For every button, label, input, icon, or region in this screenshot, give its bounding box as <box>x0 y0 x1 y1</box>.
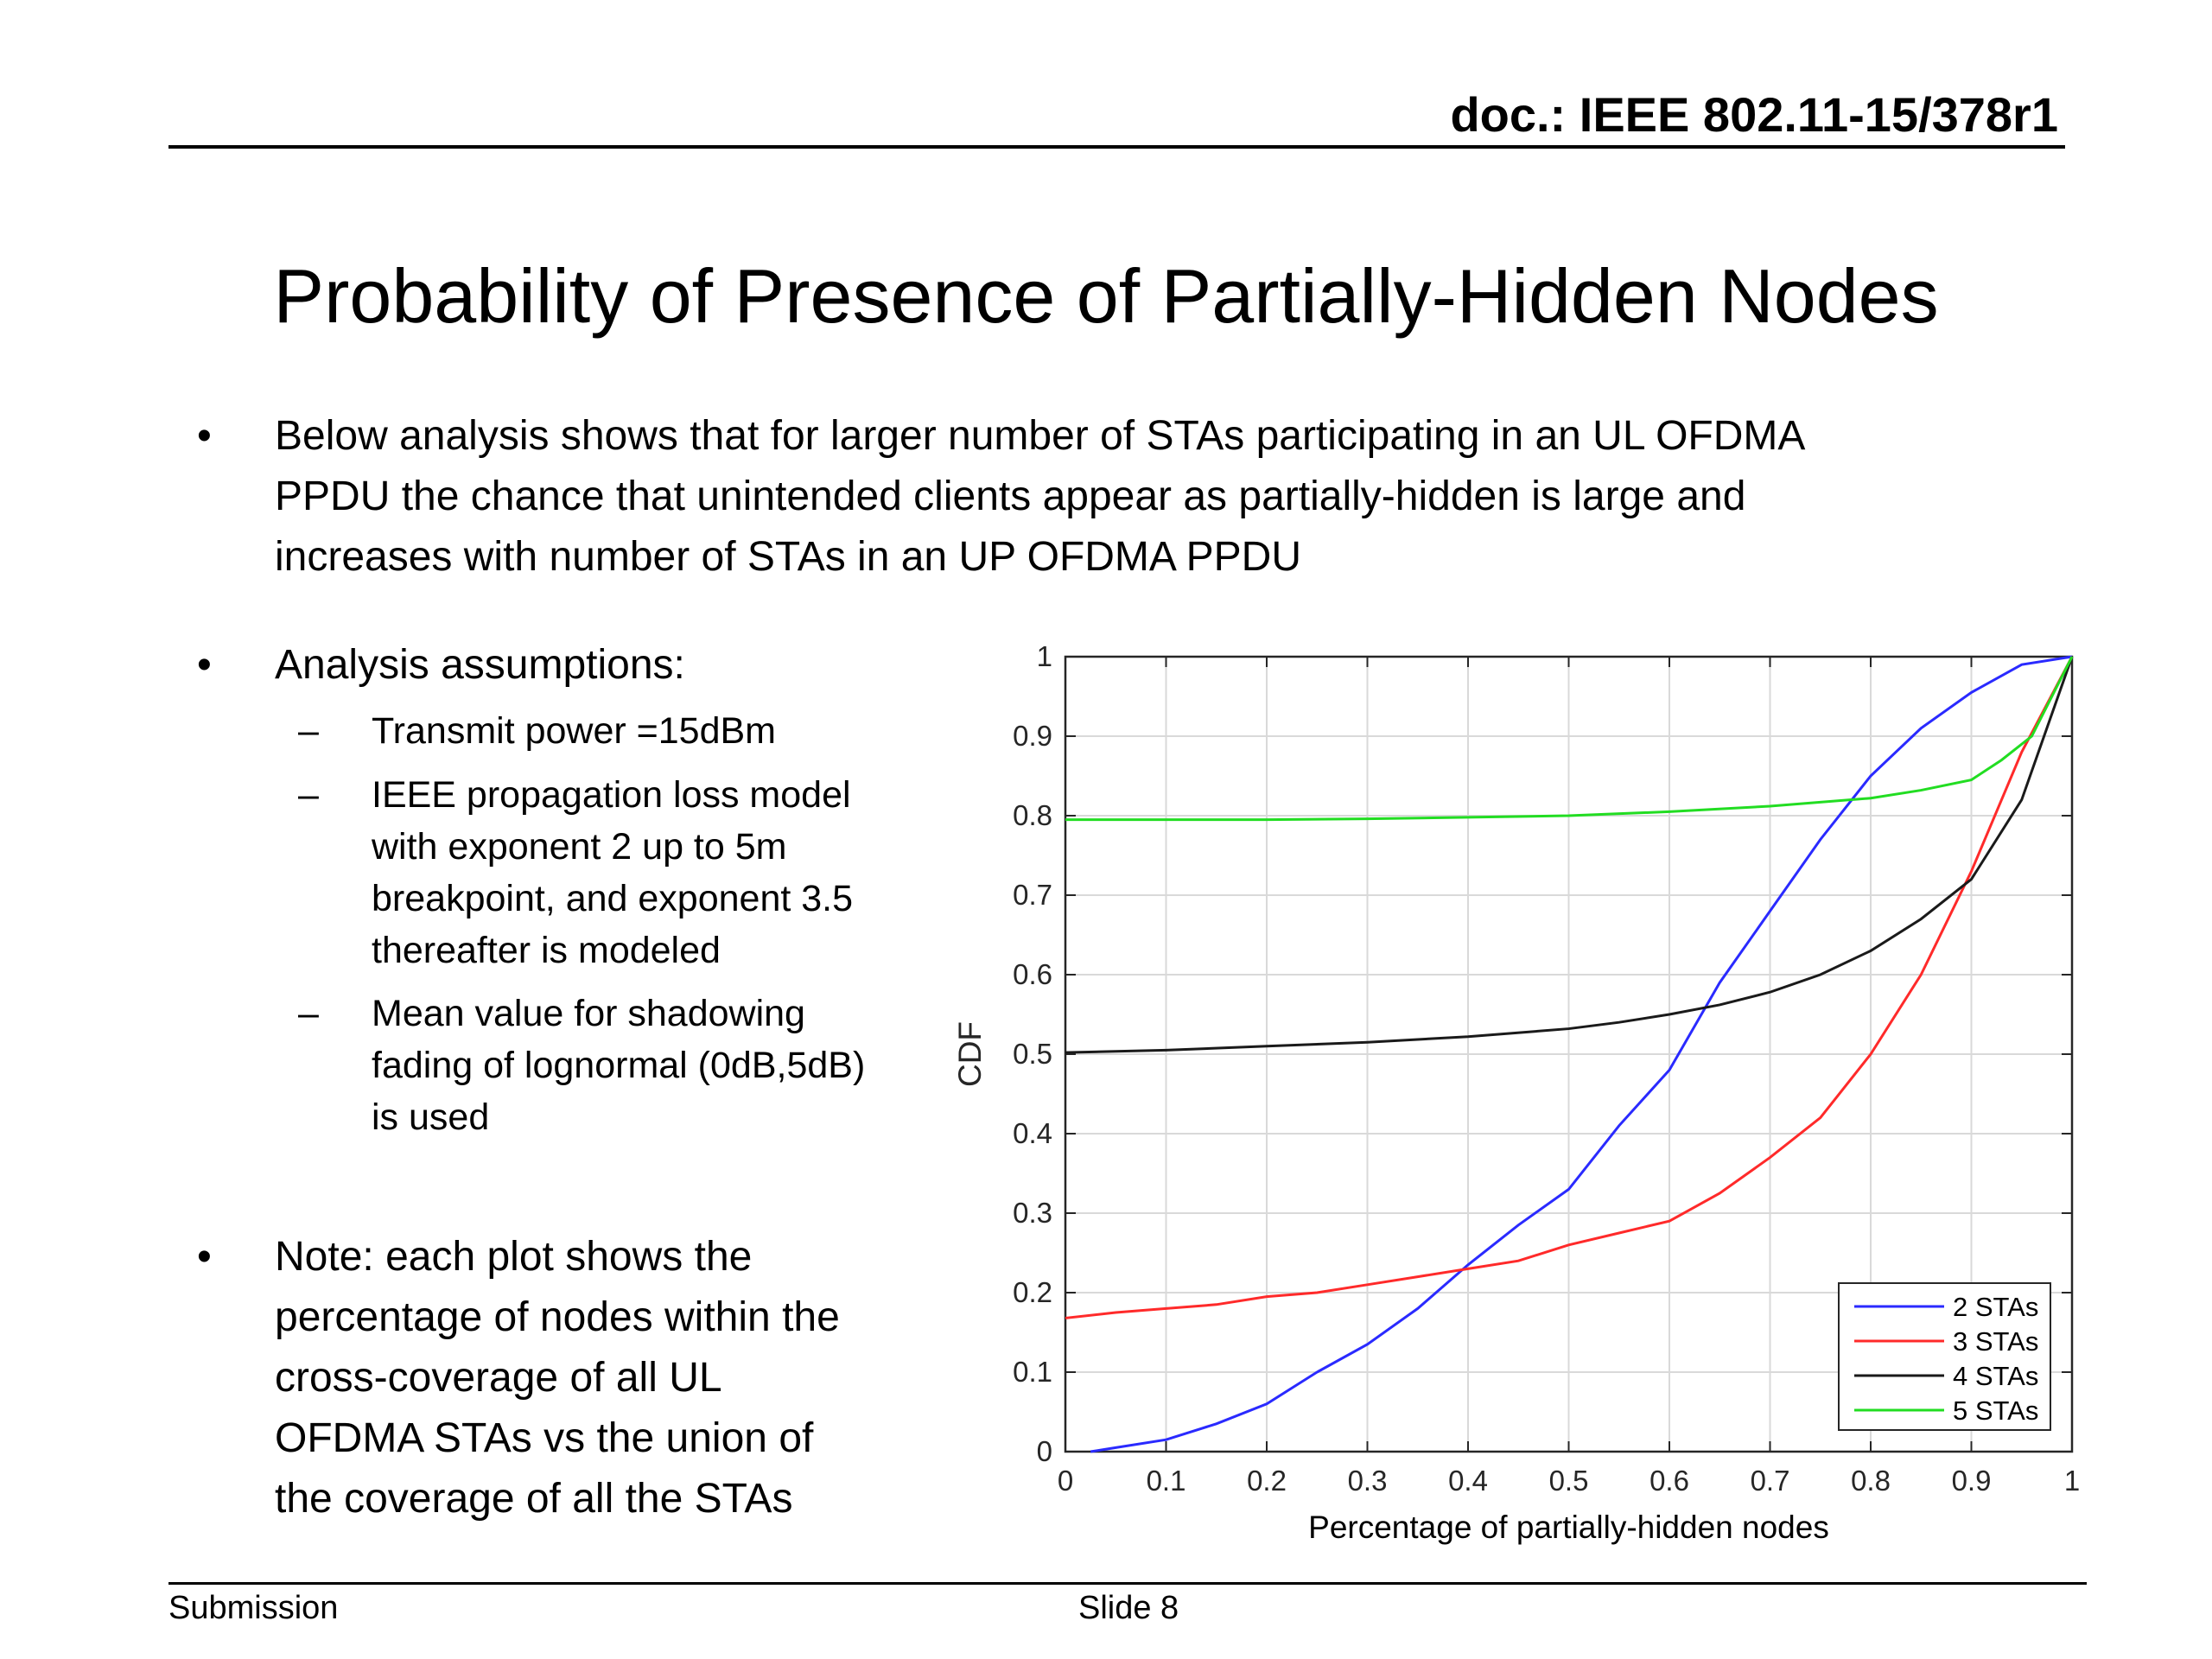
y-tick-label: 0.8 <box>1013 799 1052 831</box>
y-tick-label: 0.6 <box>1013 958 1052 990</box>
bullet-text: Below analysis shows that for larger num… <box>275 406 1805 588</box>
series-line-5-stas <box>1065 656 2074 822</box>
dash-marker: – <box>298 993 319 1034</box>
series-line-3-stas <box>1065 656 2074 1319</box>
text-line: with exponent 2 up to 5m <box>372 826 787 868</box>
text-line: fading of lognormal (0dB,5dB) <box>372 1045 866 1086</box>
text-line: PPDU the chance that unintended clients … <box>275 474 1746 519</box>
y-tick-label: 0.9 <box>1013 720 1052 752</box>
x-axis-label: Percentage of partially-hidden nodes <box>1308 1510 1829 1545</box>
x-tick-label: 0.2 <box>1247 1465 1287 1497</box>
footer-slide-number: Slide 8 <box>1078 1590 1179 1626</box>
x-tick-label: 0.9 <box>1952 1465 1992 1497</box>
sub-bullet-text: Mean value for shadowing fading of logno… <box>372 988 865 1143</box>
dash-marker: – <box>298 710 319 752</box>
slide-title: Probability of Presence of Partially-Hid… <box>273 253 1939 339</box>
bullet-text: Analysis assumptions: <box>275 635 685 696</box>
text-line: is used <box>372 1096 490 1138</box>
dash-marker: – <box>298 774 319 816</box>
doc-id: doc.: IEEE 802.11-15/378r1 <box>1450 87 2058 142</box>
text-line: Note: each plot shows the <box>275 1234 753 1280</box>
text-line: Analysis assumptions: <box>275 642 685 688</box>
y-tick-label: 0.4 <box>1013 1117 1052 1149</box>
y-tick-label: 0.7 <box>1013 879 1052 911</box>
x-tick-label: 0.6 <box>1649 1465 1689 1497</box>
y-tick-label: 0.1 <box>1013 1356 1052 1388</box>
bullet-text: Note: each plot shows the percentage of … <box>275 1227 840 1529</box>
x-tick-label: 0 <box>1058 1465 1073 1497</box>
legend-label: 5 STAs <box>1953 1395 2038 1426</box>
sub-bullet-text: IEEE propagation loss model with exponen… <box>372 769 853 976</box>
x-tick-label: 0.4 <box>1448 1465 1488 1497</box>
series-line-4-stas <box>1065 656 2074 1054</box>
plot-frame <box>1064 655 2074 1453</box>
bullet-dot: • <box>197 642 212 688</box>
text-line: thereafter is modeled <box>372 930 721 971</box>
legend-label: 2 STAs <box>1953 1292 2038 1322</box>
sub-bullet-text: Transmit power =15dBm <box>372 705 776 757</box>
text-line: IEEE propagation loss model <box>372 774 851 816</box>
text-line: Transmit power =15dBm <box>372 710 777 752</box>
legend-label: 3 STAs <box>1953 1326 2038 1357</box>
text-line: cross-coverage of all UL <box>275 1355 722 1401</box>
bullet-dot: • <box>197 1234 212 1280</box>
bullet-dot: • <box>197 413 212 459</box>
text-line: OFDMA STAs vs the union of <box>275 1415 814 1461</box>
x-tick-label: 1 <box>2064 1465 2080 1497</box>
y-tick-label: 0.5 <box>1013 1038 1052 1070</box>
x-tick-label: 0.7 <box>1751 1465 1790 1497</box>
y-tick-label: 0.2 <box>1013 1276 1052 1308</box>
x-tick-label: 0.1 <box>1147 1465 1186 1497</box>
series-line-2-stas <box>1090 655 2073 1453</box>
legend-label: 4 STAs <box>1953 1361 2038 1391</box>
y-axis-label: CDF <box>952 1021 988 1087</box>
y-tick-label: 1 <box>1037 640 1052 672</box>
y-tick-label: 0.3 <box>1013 1197 1052 1229</box>
text-line: Mean value for shadowing <box>372 993 805 1034</box>
text-line: Below analysis shows that for larger num… <box>275 413 1806 459</box>
header-rule <box>168 145 2065 149</box>
cdf-chart: 0 0.1 0.2 0.3 0.4 0.5 0.6 0.7 0.8 0.9 1 0 0.1 0.2 0.3 0… <box>952 640 2080 1545</box>
text-line: the coverage of all the STAs <box>275 1476 793 1522</box>
y-tick-label: 0 <box>1037 1435 1052 1467</box>
text-line: breakpoint, and exponent 3.5 <box>372 878 854 919</box>
x-tick-label: 0.3 <box>1348 1465 1388 1497</box>
text-line: percentage of nodes within the <box>275 1294 840 1340</box>
footer-submission: Submission <box>168 1590 339 1626</box>
x-tick-label: 0.5 <box>1549 1465 1589 1497</box>
x-tick-label: 0.8 <box>1851 1465 1891 1497</box>
footer-rule <box>168 1582 2087 1585</box>
text-line: increases with number of STAs in an UP O… <box>275 534 1301 580</box>
